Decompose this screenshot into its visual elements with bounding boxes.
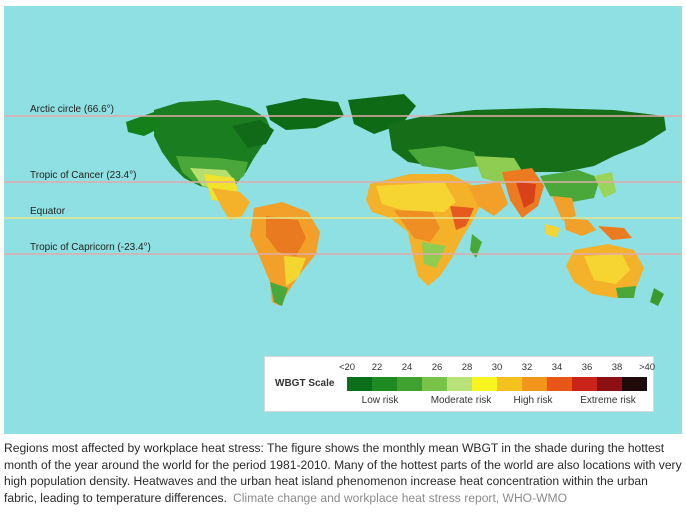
legend-tick: 32 xyxy=(521,362,533,373)
tropic-of-cancer-label: Tropic of Cancer (23.4°) xyxy=(30,170,137,181)
tropic-of-capricorn-label: Tropic of Capricorn (-23.4°) xyxy=(30,242,151,253)
north-america xyxy=(126,98,344,220)
arctic-circle-label: Arctic circle (66.6°) xyxy=(30,104,115,115)
legend-swatch xyxy=(472,377,497,391)
caption-text: Regions most affected by workplace heat … xyxy=(4,441,682,505)
legend-swatch xyxy=(547,377,572,391)
legend-tick: 38 xyxy=(611,362,623,373)
legend-tick: 36 xyxy=(581,362,593,373)
eurasia xyxy=(388,108,666,220)
legend-ticks: <20 22 24 26 28 30 32 34 36 38 >40 xyxy=(339,362,655,374)
world-map: Arctic circle (66.6°) Tropic of Cancer (… xyxy=(4,6,682,434)
legend-tick: 28 xyxy=(461,362,473,373)
legend-swatch xyxy=(572,377,597,391)
legend-tick: >40 xyxy=(638,362,656,373)
arabian-peninsula xyxy=(468,182,508,216)
africa xyxy=(366,174,482,286)
legend-tick: 34 xyxy=(551,362,563,373)
legend-color-bar xyxy=(347,377,647,391)
legend-tick: 30 xyxy=(491,362,503,373)
legend-category-extreme-risk: Extreme risk xyxy=(580,395,636,406)
equator-label: Equator xyxy=(30,206,66,217)
legend-swatch xyxy=(497,377,522,391)
legend-swatch xyxy=(397,377,422,391)
caption-source: Climate change and workplace heat stress… xyxy=(232,490,568,505)
legend-category-moderate-risk: Moderate risk xyxy=(430,395,492,406)
legend-swatch xyxy=(522,377,547,391)
legend-tick: 22 xyxy=(371,362,383,373)
legend-tick: 26 xyxy=(431,362,443,373)
legend-tick: 24 xyxy=(401,362,413,373)
wbgt-legend: WBGT Scale <20 22 24 26 28 30 32 34 36 3… xyxy=(264,356,655,412)
legend-category-high-risk: High risk xyxy=(513,395,553,406)
legend-category-low-risk: Low risk xyxy=(361,395,399,406)
legend-swatch xyxy=(622,377,647,391)
figure-caption: Regions most affected by workplace heat … xyxy=(4,440,682,506)
southeast-asia xyxy=(546,218,632,240)
legend-swatch xyxy=(347,377,372,391)
australia xyxy=(566,244,644,298)
world-map-graphic xyxy=(4,94,682,306)
legend-categories: Low risk Moderate risk High risk Extreme… xyxy=(347,395,647,409)
legend-swatch xyxy=(422,377,447,391)
legend-swatch xyxy=(447,377,472,391)
new-zealand xyxy=(650,288,664,306)
legend-swatch xyxy=(597,377,622,391)
legend-tick: <20 xyxy=(338,362,356,373)
legend-swatch xyxy=(372,377,397,391)
legend-title: WBGT Scale xyxy=(275,378,335,389)
